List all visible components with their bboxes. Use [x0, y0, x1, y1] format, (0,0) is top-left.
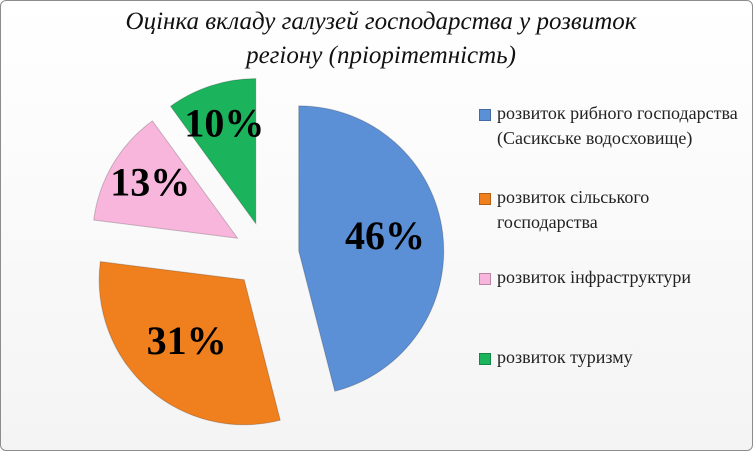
legend-label: розвиток інфраструктури	[497, 267, 692, 287]
pie-slice	[298, 105, 445, 392]
pie-slice	[93, 120, 239, 239]
legend-item: розвиток сільського господарства	[479, 185, 749, 235]
legend-item: розвиток туризму	[479, 345, 749, 370]
legend-item: розвиток рибного господарства (Сасикське…	[479, 101, 749, 151]
data-label: 10%	[184, 100, 264, 145]
legend-item: розвиток інфраструктури	[479, 265, 749, 290]
data-label: 31%	[147, 318, 227, 363]
legend-swatch	[479, 353, 491, 365]
legend-swatch	[479, 193, 491, 205]
legend-label: розвиток туризму	[497, 347, 633, 367]
pie-slice	[98, 261, 281, 426]
chart-title: Оцінка вкладу галузей господарства у роз…	[125, 8, 637, 69]
legend-swatch	[479, 109, 491, 121]
data-label: 13%	[110, 160, 190, 205]
data-label: 46%	[345, 213, 425, 258]
legend-swatch	[479, 273, 491, 285]
legend-label: розвиток сільського господарства	[497, 187, 650, 232]
legend-label: розвиток рибного господарства (Сасикське…	[497, 103, 738, 148]
pie-slice	[169, 78, 257, 226]
